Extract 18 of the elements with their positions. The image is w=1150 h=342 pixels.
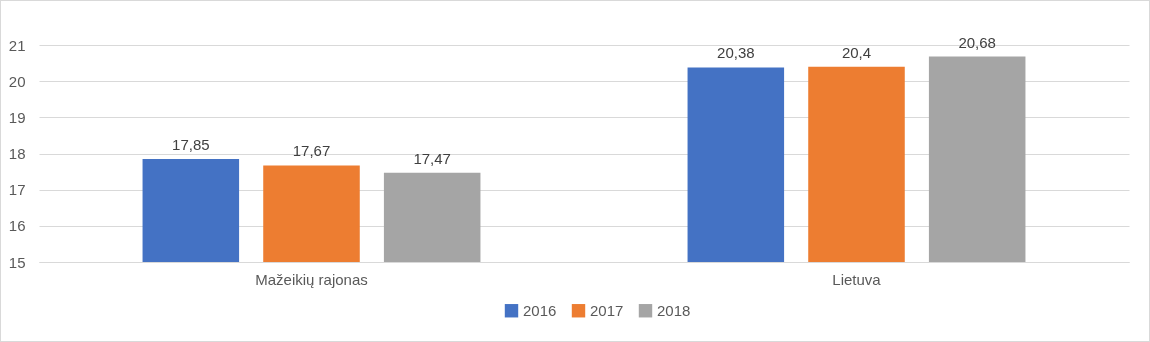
y-tick-label: 16 <box>8 217 26 235</box>
data-label: 20,68 <box>958 33 996 51</box>
data-label: 17,67 <box>292 142 331 160</box>
legend-label: 2017 <box>590 301 624 319</box>
x-tick-label: Lietuva <box>832 270 882 288</box>
legend-label: 2016 <box>523 301 557 319</box>
data-label: 17,85 <box>172 135 210 153</box>
x-tick-label: Mažeikių rajonas <box>255 270 368 288</box>
data-label: 17,47 <box>413 149 451 167</box>
y-tick-label: 17 <box>8 181 26 199</box>
data-label: 20,38 <box>717 44 755 62</box>
y-tick-label: 19 <box>8 108 26 126</box>
data-label: 20,4 <box>841 43 872 61</box>
legend-label: 2018 <box>657 301 691 319</box>
y-tick-label: 21 <box>8 36 26 54</box>
y-tick-label: 20 <box>8 72 26 90</box>
y-tick-label: 18 <box>8 145 26 162</box>
y-tick-label: 15 <box>8 253 26 271</box>
